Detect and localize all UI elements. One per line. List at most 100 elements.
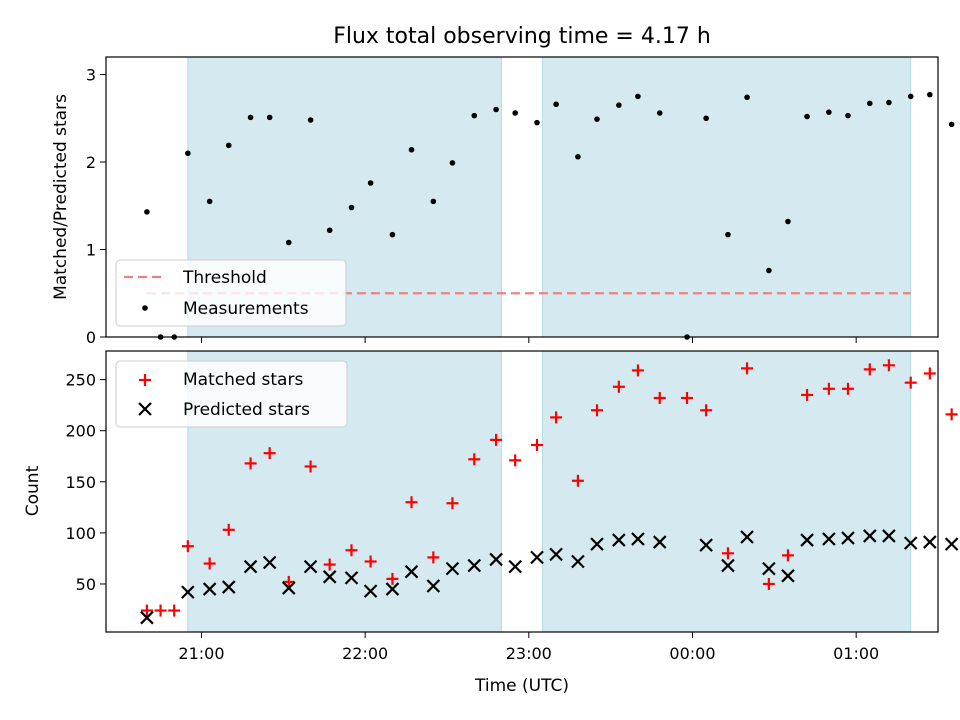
marker-stroke bbox=[445, 561, 460, 576]
matched-star-marker bbox=[863, 363, 876, 376]
matched-star-marker bbox=[181, 540, 194, 553]
measurement-point bbox=[408, 146, 415, 153]
y-tick-label: 100 bbox=[65, 524, 96, 543]
predicted-star-marker bbox=[549, 547, 563, 562]
x-tick-label: 23:00 bbox=[506, 644, 552, 663]
marker-stroke bbox=[863, 529, 877, 543]
predicted-markers bbox=[140, 529, 959, 625]
matched-star-marker bbox=[509, 454, 522, 467]
marker-stroke bbox=[508, 559, 522, 574]
y-tick-label: 0 bbox=[86, 328, 96, 347]
marker-stroke bbox=[762, 561, 776, 576]
matched-star-marker bbox=[550, 411, 563, 424]
marker-stroke bbox=[781, 569, 795, 583]
top-legend: Threshold Measurements bbox=[115, 259, 347, 327]
legend-matched-marker bbox=[139, 374, 151, 386]
measurement-point bbox=[553, 101, 559, 108]
matched-star-marker bbox=[304, 460, 317, 473]
measurement-point bbox=[766, 267, 772, 274]
marker-stroke bbox=[140, 610, 154, 625]
matched-star-marker bbox=[345, 544, 358, 557]
measurement-point bbox=[927, 91, 933, 98]
measurement-point bbox=[703, 115, 709, 122]
bottom-legend: Matched stars Predicted stars bbox=[115, 360, 348, 428]
x-tick-label: 21:00 bbox=[178, 644, 224, 663]
matched-star-marker bbox=[721, 547, 734, 560]
legend-predicted-label: Predicted stars bbox=[183, 400, 310, 420]
marker-stroke bbox=[262, 555, 277, 570]
matched-star-marker bbox=[882, 359, 895, 372]
y-tick-label: 150 bbox=[65, 473, 96, 492]
predicted-star-marker bbox=[426, 579, 441, 593]
predicted-star-marker bbox=[590, 537, 604, 551]
measurement-point bbox=[616, 102, 622, 108]
matched-star-marker bbox=[446, 497, 459, 510]
predicted-star-marker bbox=[489, 552, 503, 567]
matched-star-marker bbox=[801, 388, 814, 401]
marker-stroke bbox=[181, 585, 195, 599]
measurement-point bbox=[285, 239, 292, 246]
matched-star-marker bbox=[822, 382, 835, 395]
predicted-star-marker bbox=[202, 582, 217, 596]
matched-star-marker bbox=[741, 362, 754, 375]
measurement-point bbox=[389, 231, 396, 238]
y-tick-label: 250 bbox=[65, 371, 96, 390]
measurement-point bbox=[534, 119, 540, 126]
measurement-point bbox=[575, 153, 581, 160]
predicted-star-marker bbox=[631, 532, 645, 546]
matched-star-marker bbox=[762, 577, 775, 590]
matched-star-marker bbox=[168, 604, 181, 617]
matched-star-marker bbox=[631, 364, 644, 377]
measurement-point bbox=[512, 110, 518, 116]
marker-stroke bbox=[221, 580, 236, 594]
predicted-star-marker bbox=[344, 571, 359, 585]
predicted-star-marker bbox=[721, 558, 735, 573]
marker-stroke bbox=[590, 537, 604, 551]
matched-star-marker bbox=[282, 575, 295, 588]
matched-star-marker bbox=[244, 457, 257, 470]
measurement-point bbox=[826, 109, 832, 115]
predicted-star-marker bbox=[944, 537, 959, 551]
marker-stroke bbox=[489, 552, 503, 567]
marker-stroke bbox=[612, 533, 626, 547]
legend-matched-label: Matched stars bbox=[183, 370, 303, 390]
matched-star-marker bbox=[781, 549, 794, 562]
measurement-point bbox=[804, 113, 810, 120]
measurement-point bbox=[907, 93, 914, 100]
measurement-point bbox=[886, 99, 892, 106]
predicted-star-marker bbox=[404, 564, 419, 579]
marker-stroke bbox=[344, 571, 359, 585]
measurement-point bbox=[348, 204, 355, 211]
predicted-star-marker bbox=[863, 529, 877, 543]
marker-stroke bbox=[571, 554, 585, 569]
top-y-axis-label: Matched/Predicted stars bbox=[51, 94, 71, 300]
predicted-star-marker bbox=[762, 561, 776, 576]
matched-star-marker bbox=[841, 382, 854, 395]
measurement-point bbox=[367, 180, 374, 186]
marker-stroke bbox=[363, 584, 378, 598]
matched-star-marker bbox=[203, 557, 216, 570]
legend-measurement-marker bbox=[142, 305, 148, 311]
marker-stroke bbox=[923, 535, 937, 549]
predicted-star-marker bbox=[445, 561, 460, 576]
marker-stroke bbox=[800, 533, 814, 547]
marker-stroke bbox=[385, 582, 400, 596]
x-tick-label: 00:00 bbox=[669, 644, 715, 663]
matched-star-marker bbox=[531, 439, 544, 452]
marker-stroke bbox=[631, 532, 645, 546]
chart-title: Flux total observing time = 4.17 h bbox=[333, 24, 711, 49]
matched-star-marker bbox=[490, 433, 503, 446]
marker-stroke bbox=[404, 564, 419, 579]
matched-star-marker bbox=[591, 404, 604, 417]
predicted-star-marker bbox=[467, 558, 482, 573]
predicted-star-marker bbox=[800, 533, 814, 547]
matched-star-marker bbox=[140, 604, 153, 617]
top-y-ticks: 0 1 2 3 bbox=[86, 66, 106, 347]
marker-stroke bbox=[841, 531, 855, 545]
bottom-x-ticks: 21:00 22:00 23:00 00:00 01:00 bbox=[178, 632, 879, 663]
predicted-star-marker bbox=[652, 535, 667, 549]
marker-stroke bbox=[281, 581, 296, 595]
marker-stroke bbox=[530, 550, 544, 565]
marker-stroke bbox=[721, 558, 735, 573]
